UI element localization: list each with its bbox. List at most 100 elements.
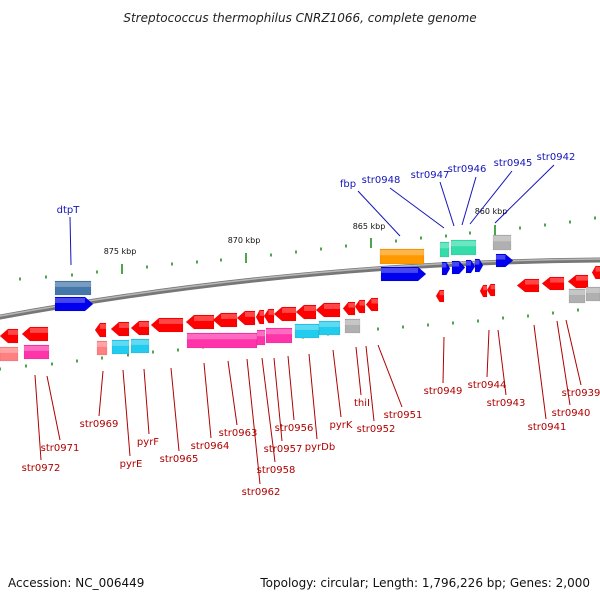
cds-str0945 (474, 258, 484, 273)
tick-outer (270, 253, 272, 257)
tick-outer (544, 223, 546, 227)
feature-pyrF-gloss (131, 340, 149, 345)
label-pyrE: pyrE (120, 459, 143, 470)
cds-str0945-gloss (475, 260, 480, 265)
cds-str0940 (541, 276, 565, 291)
cds-str0942 (495, 253, 514, 268)
label-pyrF: pyrF (137, 437, 159, 448)
feature-str0971-gloss (24, 346, 49, 351)
cds-str0956-gloss (282, 308, 296, 313)
genome-summary-text: Topology: circular; Length: 1,796,226 bp… (259, 576, 590, 590)
tick-outer (395, 239, 397, 243)
label-str0971: str0971 (41, 443, 80, 454)
tick-inner (25, 364, 27, 368)
cds-str0946 (465, 259, 476, 274)
tick-label-860: 860 kbp (475, 207, 508, 216)
cds-str0964-gloss (194, 316, 214, 321)
label-str0946: str0946 (448, 164, 487, 175)
feature-dtpT-gloss (55, 282, 91, 287)
tick-outer (96, 270, 98, 274)
tick-label-865: 865 kbp (353, 222, 386, 231)
cds-thiI (342, 301, 356, 316)
cds-str0957 (263, 308, 275, 324)
feature-str0964-0962-gloss (187, 334, 257, 340)
cds-pyrF (130, 320, 150, 336)
feature-str0939 (568, 288, 586, 304)
callout-line-rev-1 (46, 375, 61, 441)
label-str0969: str0969 (80, 419, 119, 430)
cds-str0965-gloss (159, 319, 183, 324)
cds-str0951-gloss (371, 299, 378, 304)
tick-outer (445, 234, 447, 238)
cds-str0942-gloss (496, 255, 506, 260)
callout-line-rev-8 (246, 358, 261, 485)
cds-str0947-gloss (452, 262, 460, 267)
tick-outer (594, 216, 596, 220)
label-pyrK: pyrK (330, 420, 353, 431)
feature-str0939-gloss (569, 290, 585, 295)
label-str0942: str0942 (537, 152, 576, 163)
label-str0940: str0940 (552, 408, 591, 419)
label-str0958: str0958 (257, 465, 296, 476)
genes-layer (0, 234, 600, 362)
feature-pyrDb-gloss (295, 325, 319, 330)
feature-str0956 (265, 327, 293, 344)
callout-line-rev-15 (365, 345, 375, 422)
callout-line-fwd-5 (469, 170, 513, 225)
feature-thiI (344, 318, 361, 334)
cds-str0958 (255, 309, 265, 325)
feature-str0958-gloss (257, 331, 265, 337)
feature-str0947 (450, 239, 477, 256)
cds-pyrK (315, 302, 341, 318)
label-str0947: str0947 (411, 170, 450, 181)
cds-dtpT (54, 296, 94, 312)
feature-str0942-gloss (493, 236, 511, 242)
tick-outer (245, 253, 247, 263)
callout-lines-layer (34, 164, 582, 485)
feature-str0947-gloss (451, 241, 476, 247)
cds-str0943-gloss (490, 285, 495, 290)
tick-inner (177, 348, 179, 352)
callout-line-rev-10 (273, 357, 283, 442)
cds-str0940-gloss (550, 278, 564, 283)
accession-text: Accession: NC_006449 (8, 576, 144, 590)
tick-outer (519, 226, 521, 230)
feature-pyrF (130, 338, 150, 354)
tick-outer (370, 238, 372, 248)
tick-outer (345, 244, 347, 248)
cds-str0969-gloss (99, 324, 106, 329)
cds-str0946-gloss (466, 261, 471, 266)
label-str0941: str0941 (528, 422, 567, 433)
cds-str0949 (435, 289, 445, 303)
tick-inner (377, 327, 379, 331)
cds-pyrK-gloss (324, 304, 340, 309)
callout-line-rev-16 (377, 344, 403, 408)
label-str0957: str0957 (264, 444, 303, 455)
label-thiI: thiI (354, 398, 370, 409)
cds-str0964 (185, 314, 215, 330)
cds-str0952-gloss (359, 301, 365, 306)
forward-labels: dtpT fbp str0948 str0947 str0946 str0945… (57, 152, 576, 216)
label-dtpT: dtpT (57, 205, 81, 216)
tick-outer (19, 277, 21, 281)
cds-str0965 (150, 317, 184, 333)
callout-line-rev-22 (565, 319, 582, 386)
cds-str0938 (591, 265, 600, 280)
label-pyrDb: pyrDb (305, 442, 335, 453)
cds-str0972-gloss (8, 330, 18, 335)
callout-line-fwd-6 (494, 164, 555, 224)
feature-str0958 (256, 329, 266, 346)
tick-inner (427, 323, 429, 327)
tick-outer (295, 250, 297, 254)
tick-outer (494, 225, 496, 235)
feature-str0948 (439, 241, 450, 258)
cds-str0947 (451, 260, 466, 275)
tick-inner (0, 367, 1, 371)
cds-str0957-gloss (268, 310, 274, 315)
cds-str0939 (567, 274, 589, 289)
callout-line-rev-7 (227, 360, 238, 426)
label-str0956: str0956 (275, 423, 314, 434)
tick-inner (502, 316, 504, 320)
label-str0943: str0943 (487, 398, 526, 409)
